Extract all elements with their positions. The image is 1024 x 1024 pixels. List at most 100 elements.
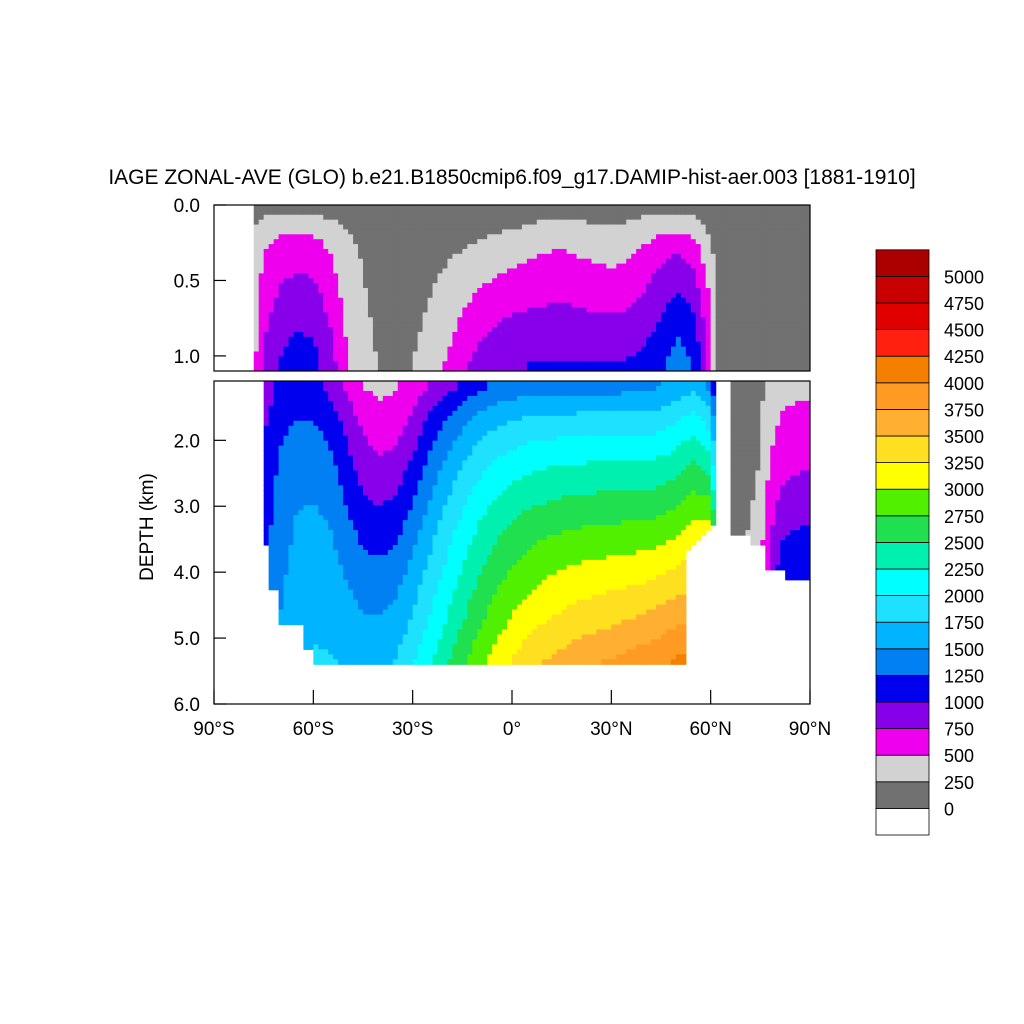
contour-cell <box>740 219 747 226</box>
contour-cell <box>298 209 304 216</box>
contour-cell <box>437 219 444 226</box>
contour-cell <box>586 229 593 235</box>
contour-cell <box>581 283 588 289</box>
contour-cell <box>308 346 314 353</box>
contour-cell <box>353 619 359 626</box>
contour-cell <box>348 336 354 343</box>
contour-cell <box>646 268 652 274</box>
contour-cell <box>308 579 314 586</box>
contour-cell <box>278 258 285 265</box>
contour-cell <box>447 322 453 328</box>
contour-cell <box>358 634 364 640</box>
contour-cell <box>775 307 781 314</box>
contour-cell <box>358 614 364 621</box>
contour-cell <box>795 258 801 265</box>
contour-cell <box>482 366 488 371</box>
contour-cell <box>372 410 379 417</box>
contour-cell <box>651 356 657 362</box>
contour-cell <box>457 253 463 260</box>
contour-cell <box>253 302 260 309</box>
contour-cell <box>690 234 697 240</box>
contour-cell <box>318 234 324 240</box>
contour-cell <box>258 278 265 284</box>
contour-cell <box>516 253 523 260</box>
contour-cell <box>685 292 692 299</box>
contour-cell <box>616 229 622 235</box>
contour-cell <box>805 327 810 333</box>
contour-cell <box>626 327 632 333</box>
contour-cell <box>482 292 488 299</box>
contour-cell <box>367 604 374 611</box>
contour-cell <box>268 520 275 526</box>
contour-cell <box>695 366 702 371</box>
contour-cell <box>367 589 374 596</box>
contour-cell <box>288 594 295 601</box>
contour-cell <box>353 239 359 245</box>
contour-cell <box>303 420 309 427</box>
contour-cell <box>700 209 707 216</box>
contour-cell <box>422 273 429 279</box>
contour-cell <box>700 331 707 338</box>
contour-cell <box>546 327 553 333</box>
contour-cell <box>348 574 354 581</box>
contour-cell <box>566 239 573 245</box>
contour-cell <box>358 465 364 472</box>
contour-cell <box>492 268 498 274</box>
contour-cell <box>422 278 429 284</box>
contour-cell <box>353 460 359 467</box>
contour-cell <box>323 584 329 591</box>
contour-cell <box>298 361 304 367</box>
contour-cell <box>303 268 309 274</box>
contour-cell <box>258 283 265 289</box>
contour-cell <box>531 229 538 235</box>
contour-cell <box>502 297 508 304</box>
contour-cell <box>437 253 444 260</box>
contour-cell <box>770 336 776 343</box>
contour-cell <box>422 263 429 270</box>
contour-cell <box>492 292 498 299</box>
contour-cell <box>482 205 488 211</box>
contour-cell <box>551 346 558 353</box>
contour-cell <box>258 229 265 235</box>
contour-cell <box>293 341 300 348</box>
contour-cell <box>601 307 607 314</box>
contour-cell <box>363 268 369 274</box>
contour-cell <box>343 253 349 260</box>
contour-cell <box>621 307 627 314</box>
contour-cell <box>263 273 270 279</box>
contour-cell <box>328 415 334 422</box>
contour-cell <box>283 569 290 576</box>
contour-cell <box>308 356 314 362</box>
contour-cell <box>790 278 796 284</box>
contour-cell <box>700 273 707 279</box>
contour-cell <box>323 634 329 640</box>
contour-cell <box>407 312 414 318</box>
contour-cell <box>541 317 548 323</box>
contour-cell <box>690 219 697 226</box>
contour-cell <box>353 654 359 660</box>
contour-cell <box>521 331 528 338</box>
contour-cell <box>298 525 304 531</box>
contour-cell <box>358 253 364 260</box>
contour-cell <box>541 229 548 235</box>
contour-cell <box>298 584 304 591</box>
contour-cell <box>367 609 374 616</box>
contour-cell <box>353 209 359 216</box>
contour-cell <box>313 480 319 486</box>
contour-cell <box>497 351 503 357</box>
contour-cell <box>805 297 810 304</box>
contour-cell <box>601 327 607 333</box>
contour-cell <box>606 322 612 328</box>
contour-cell <box>338 589 344 596</box>
contour-cell <box>770 244 776 250</box>
contour-cell <box>785 351 791 357</box>
contour-cell <box>616 336 622 343</box>
contour-cell <box>715 288 722 294</box>
contour-cell <box>690 346 697 353</box>
contour-cell <box>377 331 384 338</box>
contour-cell <box>328 589 334 596</box>
contour-cell <box>437 297 444 304</box>
contour-cell <box>745 268 751 274</box>
contour-cell <box>323 480 329 486</box>
contour-cell <box>626 214 632 221</box>
